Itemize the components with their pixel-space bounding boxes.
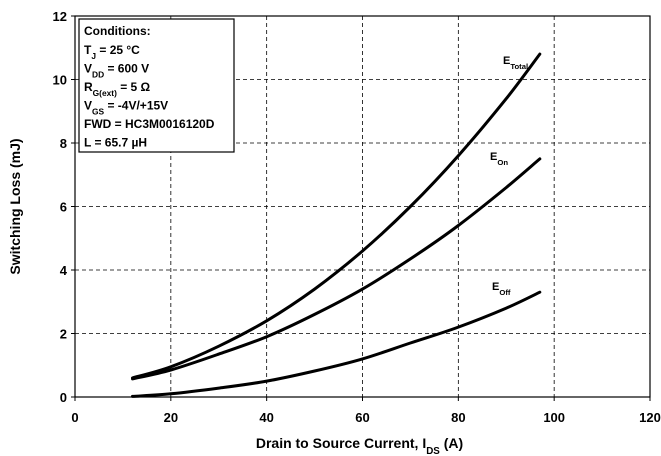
x-tick-label: 0 [71,410,78,425]
x-axis-title: Drain to Source Current, IDS (A) [256,435,463,456]
condition-line: TJ = 25 °C [84,43,140,61]
x-tick-label: 20 [164,410,178,425]
y-tick-label: 12 [53,9,67,24]
conditions-title: Conditions: [84,24,151,38]
y-tick-label: 2 [60,327,67,342]
x-tick-label: 60 [355,410,369,425]
y-tick-label: 4 [60,263,68,278]
y-axis-ticks: 0 2 4 6 8 10 12 [53,9,75,405]
series-curves [131,52,542,398]
grid-lines [75,16,650,397]
series-line-on [131,157,542,381]
y-tick-label: 0 [60,390,67,405]
condition-line: VDD = 600 V [84,62,149,80]
series-line-total [131,52,542,380]
x-tick-label: 80 [451,410,465,425]
x-axis-ticks: 0 20 40 60 80 100 120 [71,397,661,425]
series-label-total: ETotal [503,55,528,71]
condition-line: FWD = HC3M0016120D [84,117,215,131]
y-axis-title: Switching Loss (mJ) [7,138,23,274]
x-tick-label: 100 [543,410,565,425]
y-tick-label: 6 [60,200,67,215]
condition-line: L = 65.7 µH [84,136,147,150]
condition-line: VGS = -4V/+15V [84,99,168,117]
x-tick-label: 120 [639,410,661,425]
conditions-frame [78,18,235,153]
series-labels: ETotal EOn EOff [490,55,528,297]
condition-line: RG(ext) = 5 Ω [84,80,151,98]
series-label-off: EOff [492,281,511,297]
y-tick-label: 10 [53,73,67,88]
y-tick-label: 8 [60,136,67,151]
x-tick-label: 40 [259,410,273,425]
series-line-off [131,290,542,398]
series-label-on: EOn [490,151,508,167]
